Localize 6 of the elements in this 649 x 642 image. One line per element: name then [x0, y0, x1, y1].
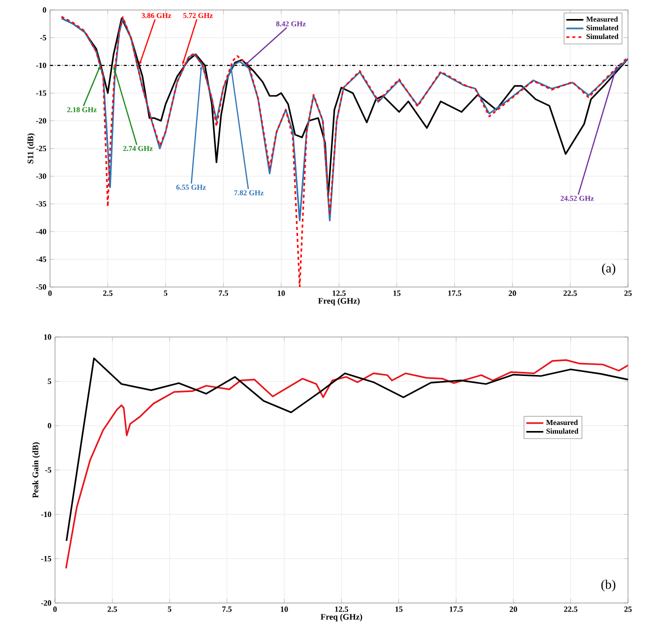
annotation: (a): [602, 263, 616, 276]
annotation: (b): [601, 580, 616, 592]
x-axis-title: Freq (GHz): [318, 298, 360, 306]
y-axis-title: Peak Gain (dB): [32, 442, 40, 498]
y-axis-title: S11 (dB): [27, 133, 36, 164]
x-axis-title: Freq (GHz): [320, 614, 362, 622]
